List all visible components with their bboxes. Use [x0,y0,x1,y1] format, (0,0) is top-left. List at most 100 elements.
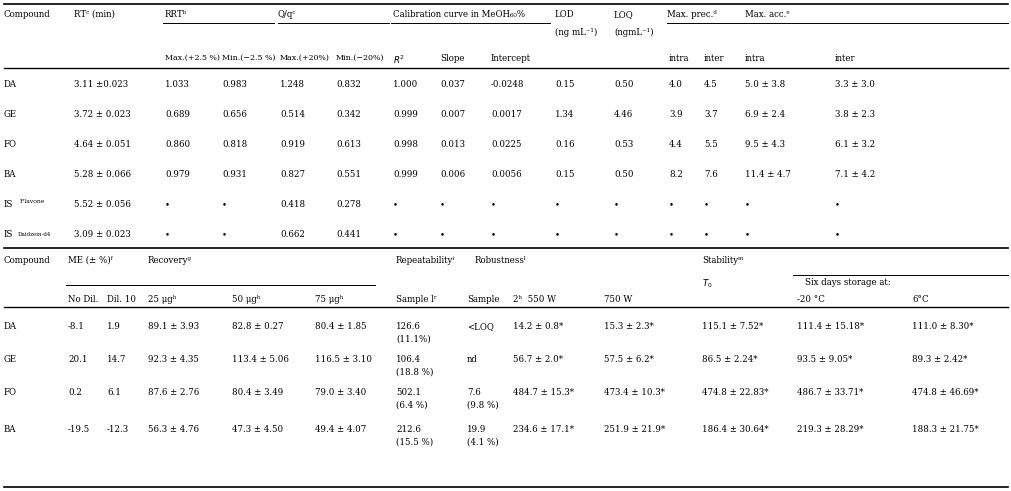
Text: Sample lʳ: Sample lʳ [395,295,437,304]
Text: IS: IS [4,200,13,209]
Text: 473.4 ± 10.3*: 473.4 ± 10.3* [604,388,664,397]
Text: Min.(−20%): Min.(−20%) [336,54,384,62]
Text: 0.0017: 0.0017 [490,110,522,119]
Text: nd: nd [466,355,477,364]
Text: 3.11 ±0.023: 3.11 ±0.023 [74,80,128,89]
Text: 7.1 ± 4.2: 7.1 ± 4.2 [834,170,875,179]
Text: 0.50: 0.50 [614,80,633,89]
Text: Daidzein-d4: Daidzein-d4 [18,232,52,237]
Text: 4.4: 4.4 [668,140,682,149]
Text: 111.0 ± 8.30*: 111.0 ± 8.30* [911,322,973,331]
Text: -19.5: -19.5 [68,425,90,434]
Text: 502.1: 502.1 [395,388,421,397]
Text: 19.9: 19.9 [466,425,486,434]
Text: Max. prec.ᵈ: Max. prec.ᵈ [666,10,716,19]
Text: 8.2: 8.2 [668,170,682,179]
Text: 111.4 ± 15.18*: 111.4 ± 15.18* [797,322,863,331]
Text: •: • [165,230,170,239]
Text: 20.1: 20.1 [68,355,87,364]
Text: (4.1 %): (4.1 %) [466,438,498,447]
Text: 14.7: 14.7 [107,355,126,364]
Text: Robustnessˡ: Robustnessˡ [474,256,527,265]
Text: LOQ: LOQ [614,10,633,19]
Text: 3.8 ± 2.3: 3.8 ± 2.3 [834,110,875,119]
Text: Q/qᶜ: Q/qᶜ [278,10,296,19]
Text: Six days storage at:: Six days storage at: [804,278,890,287]
Text: No Dil.: No Dil. [68,295,98,304]
Text: 116.5 ± 3.10: 116.5 ± 3.10 [314,355,372,364]
Text: 1.248: 1.248 [280,80,304,89]
Text: 4.46: 4.46 [614,110,633,119]
Text: 92.3 ± 4.35: 92.3 ± 4.35 [148,355,199,364]
Text: 11.4 ± 4.7: 11.4 ± 4.7 [744,170,790,179]
Text: 47.3 ± 4.50: 47.3 ± 4.50 [232,425,283,434]
Text: •: • [165,200,170,209]
Text: 486.7 ± 33.71*: 486.7 ± 33.71* [797,388,862,397]
Text: DA: DA [4,80,17,89]
Text: 0.662: 0.662 [280,230,304,239]
Text: 106.4: 106.4 [395,355,421,364]
Text: 1.9: 1.9 [107,322,120,331]
Text: 15.3 ± 2.3*: 15.3 ± 2.3* [604,322,653,331]
Text: 0.827: 0.827 [280,170,304,179]
Text: Intercept: Intercept [490,54,531,63]
Text: 6.1: 6.1 [107,388,120,397]
Text: 3.7: 3.7 [704,110,717,119]
Text: IS: IS [4,230,13,239]
Text: 3.3 ± 3.0: 3.3 ± 3.0 [834,80,875,89]
Text: 9.5 ± 4.3: 9.5 ± 4.3 [744,140,785,149]
Text: •: • [221,230,226,239]
Text: 113.4 ± 5.06: 113.4 ± 5.06 [232,355,288,364]
Text: BA: BA [4,425,16,434]
Text: (11.1%): (11.1%) [395,335,431,344]
Text: •: • [490,200,495,209]
Text: intra: intra [744,54,764,63]
Text: 0.998: 0.998 [392,140,418,149]
Text: 82.8 ± 0.27: 82.8 ± 0.27 [232,322,283,331]
Text: 5.5: 5.5 [704,140,717,149]
Text: 0.860: 0.860 [165,140,190,149]
Text: 86.5 ± 2.24*: 86.5 ± 2.24* [702,355,757,364]
Text: •: • [614,230,619,239]
Text: (18.8 %): (18.8 %) [395,368,433,377]
Text: •: • [744,230,749,239]
Text: (9.8 %): (9.8 %) [466,401,498,410]
Text: 49.4 ± 4.07: 49.4 ± 4.07 [314,425,366,434]
Text: 0.342: 0.342 [336,110,360,119]
Text: •: • [440,230,445,239]
Text: 1.34: 1.34 [554,110,573,119]
Text: BA: BA [4,170,16,179]
Text: -0.0248: -0.0248 [490,80,524,89]
Text: 750 W: 750 W [604,295,632,304]
Text: Sample: Sample [466,295,499,304]
Text: 80.4 ± 1.85: 80.4 ± 1.85 [314,322,366,331]
Text: 474.8 ± 46.69*: 474.8 ± 46.69* [911,388,978,397]
Text: Min.(−2.5 %): Min.(−2.5 %) [221,54,275,62]
Text: Max.(+20%): Max.(+20%) [280,54,330,62]
Text: -20 °C: -20 °C [797,295,824,304]
Text: 5.52 ± 0.056: 5.52 ± 0.056 [74,200,130,209]
Text: •: • [834,230,839,239]
Text: ME (± %)ᶠ: ME (± %)ᶠ [68,256,112,265]
Text: 219.3 ± 28.29*: 219.3 ± 28.29* [797,425,862,434]
Text: 4.64 ± 0.051: 4.64 ± 0.051 [74,140,130,149]
Text: Max.(+2.5 %): Max.(+2.5 %) [165,54,219,62]
Text: 0.551: 0.551 [336,170,361,179]
Text: 14.2 ± 0.8*: 14.2 ± 0.8* [513,322,563,331]
Text: 25 μgʰ: 25 μgʰ [148,295,176,304]
Text: 93.5 ± 9.05*: 93.5 ± 9.05* [797,355,851,364]
Text: •: • [668,200,673,209]
Text: $R^2$: $R^2$ [392,54,404,66]
Text: Repeatabilityⁱ: Repeatabilityⁱ [395,256,455,265]
Text: 0.013: 0.013 [440,140,464,149]
Text: 0.007: 0.007 [440,110,465,119]
Text: 186.4 ± 30.64*: 186.4 ± 30.64* [702,425,768,434]
Text: 0.16: 0.16 [554,140,574,149]
Text: 0.983: 0.983 [221,80,247,89]
Text: •: • [221,200,226,209]
Text: Dil. 10: Dil. 10 [107,295,135,304]
Text: 0.037: 0.037 [440,80,464,89]
Text: 0.832: 0.832 [336,80,361,89]
Text: 0.818: 0.818 [221,140,247,149]
Text: 56.7 ± 2.0*: 56.7 ± 2.0* [513,355,562,364]
